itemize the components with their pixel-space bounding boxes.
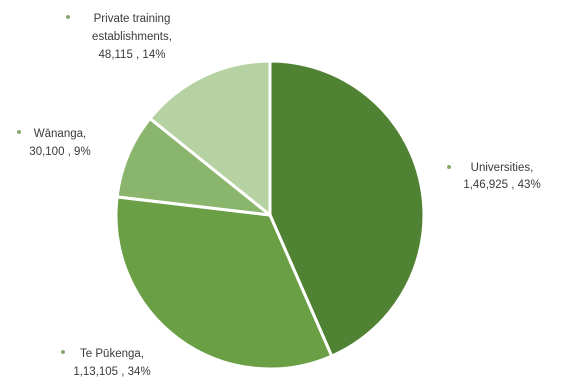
legend-dot-universities [447, 165, 451, 169]
pie-slice-te-pukenga [114, 195, 334, 371]
label-universities-name: Universities, [471, 162, 534, 174]
label-private-training-value: 48,115 , 14% [99, 49, 166, 61]
pie-slice-wananga [115, 117, 272, 217]
legend-dot-private-training [66, 15, 70, 19]
pie-slices [114, 59, 426, 371]
legend-dot-wananga [17, 130, 21, 134]
label-private-training-line1: Private training [94, 13, 171, 25]
label-wananga: Wānanga, 30,100 , 9% [17, 128, 91, 158]
label-private-training: Private training establishments, 48,115 … [66, 13, 172, 61]
legend-dot-te-pukenga [61, 350, 65, 354]
label-te-pukenga-value: 1,13,105 , 34% [73, 366, 150, 378]
label-universities: Universities, 1,46,925 , 43% [447, 162, 541, 191]
label-wananga-name: Wānanga, [34, 128, 86, 140]
pie-slice-private-training-establishments [148, 59, 272, 217]
label-wananga-value: 30,100 , 9% [29, 146, 90, 158]
label-private-training-line2: establishments, [92, 31, 172, 43]
pie-slice-universities [268, 59, 426, 358]
label-universities-value: 1,46,925 , 43% [463, 179, 540, 191]
label-te-pukenga: Te Pūkenga, 1,13,105 , 34% [61, 348, 151, 378]
label-te-pukenga-name: Te Pūkenga, [80, 348, 144, 360]
